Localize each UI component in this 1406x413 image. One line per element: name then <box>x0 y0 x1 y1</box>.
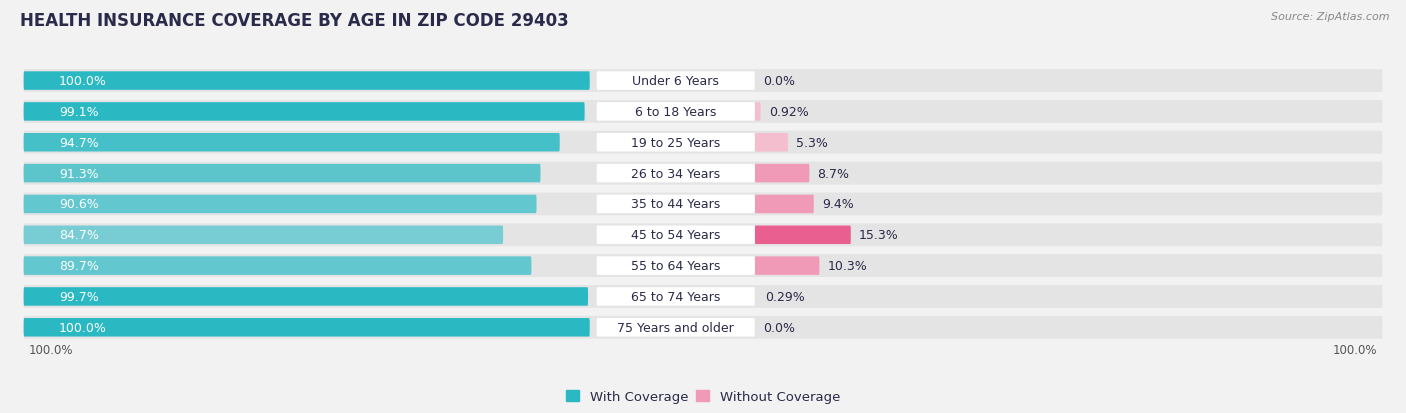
Text: 0.29%: 0.29% <box>765 290 804 303</box>
FancyBboxPatch shape <box>596 164 755 183</box>
FancyBboxPatch shape <box>596 257 755 275</box>
FancyBboxPatch shape <box>24 287 588 306</box>
Text: 90.6%: 90.6% <box>59 198 98 211</box>
Text: Under 6 Years: Under 6 Years <box>633 75 718 88</box>
FancyBboxPatch shape <box>755 195 814 214</box>
FancyBboxPatch shape <box>596 287 755 306</box>
Text: 15.3%: 15.3% <box>859 229 898 242</box>
Text: Source: ZipAtlas.com: Source: ZipAtlas.com <box>1271 12 1389 22</box>
FancyBboxPatch shape <box>24 285 1382 308</box>
Text: 84.7%: 84.7% <box>59 229 98 242</box>
Text: 99.1%: 99.1% <box>59 106 98 119</box>
Text: 8.7%: 8.7% <box>818 167 849 180</box>
FancyBboxPatch shape <box>24 195 537 214</box>
Text: 91.3%: 91.3% <box>59 167 98 180</box>
Text: HEALTH INSURANCE COVERAGE BY AGE IN ZIP CODE 29403: HEALTH INSURANCE COVERAGE BY AGE IN ZIP … <box>20 12 568 30</box>
FancyBboxPatch shape <box>24 316 1382 339</box>
FancyBboxPatch shape <box>755 226 851 244</box>
Text: 10.3%: 10.3% <box>828 259 868 273</box>
FancyBboxPatch shape <box>24 70 1382 93</box>
Text: 100.0%: 100.0% <box>30 344 73 356</box>
FancyBboxPatch shape <box>24 226 503 244</box>
Text: 45 to 54 Years: 45 to 54 Years <box>631 229 720 242</box>
FancyBboxPatch shape <box>24 162 1382 185</box>
Text: 5.3%: 5.3% <box>796 136 828 150</box>
Text: 100.0%: 100.0% <box>59 321 107 334</box>
FancyBboxPatch shape <box>24 131 1382 154</box>
FancyBboxPatch shape <box>596 226 755 244</box>
FancyBboxPatch shape <box>596 103 755 121</box>
Text: 65 to 74 Years: 65 to 74 Years <box>631 290 720 303</box>
Text: 55 to 64 Years: 55 to 64 Years <box>631 259 720 273</box>
FancyBboxPatch shape <box>24 257 531 275</box>
FancyBboxPatch shape <box>596 195 755 214</box>
Text: 9.4%: 9.4% <box>823 198 853 211</box>
Text: 26 to 34 Years: 26 to 34 Years <box>631 167 720 180</box>
FancyBboxPatch shape <box>755 164 810 183</box>
FancyBboxPatch shape <box>755 103 761 121</box>
FancyBboxPatch shape <box>596 134 755 152</box>
Text: 19 to 25 Years: 19 to 25 Years <box>631 136 720 150</box>
FancyBboxPatch shape <box>755 134 789 152</box>
FancyBboxPatch shape <box>24 254 1382 278</box>
FancyBboxPatch shape <box>24 101 1382 123</box>
FancyBboxPatch shape <box>24 134 560 152</box>
FancyBboxPatch shape <box>24 103 585 121</box>
FancyBboxPatch shape <box>24 318 589 337</box>
Text: 94.7%: 94.7% <box>59 136 98 150</box>
FancyBboxPatch shape <box>24 164 540 183</box>
Text: 75 Years and older: 75 Years and older <box>617 321 734 334</box>
Text: 0.0%: 0.0% <box>763 321 794 334</box>
Text: 89.7%: 89.7% <box>59 259 98 273</box>
Text: 100.0%: 100.0% <box>59 75 107 88</box>
Text: 6 to 18 Years: 6 to 18 Years <box>636 106 717 119</box>
FancyBboxPatch shape <box>24 193 1382 216</box>
Text: 0.92%: 0.92% <box>769 106 808 119</box>
Text: 100.0%: 100.0% <box>1333 344 1376 356</box>
Text: 0.0%: 0.0% <box>763 75 794 88</box>
FancyBboxPatch shape <box>596 318 755 337</box>
FancyBboxPatch shape <box>596 72 755 90</box>
FancyBboxPatch shape <box>755 257 820 275</box>
Text: 99.7%: 99.7% <box>59 290 98 303</box>
FancyBboxPatch shape <box>24 224 1382 247</box>
Legend: With Coverage, Without Coverage: With Coverage, Without Coverage <box>565 390 841 403</box>
Text: 35 to 44 Years: 35 to 44 Years <box>631 198 720 211</box>
FancyBboxPatch shape <box>24 72 589 90</box>
